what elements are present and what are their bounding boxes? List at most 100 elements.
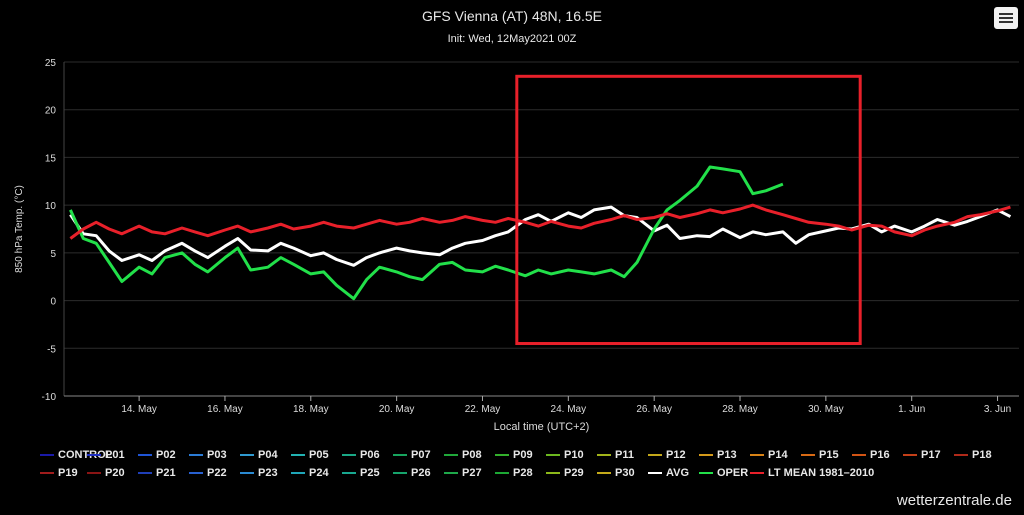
x-tick-label: 1. Jun — [898, 404, 925, 415]
y-tick-label: 15 — [45, 153, 57, 164]
legend-item[interactable]: P24 — [291, 466, 329, 480]
legend-item[interactable]: AVG — [648, 466, 689, 480]
legend-swatch — [342, 454, 356, 457]
legend-swatch — [393, 454, 407, 457]
legend-swatch — [444, 454, 458, 457]
legend-item[interactable]: P01 — [87, 448, 125, 462]
y-tick-label: 20 — [45, 106, 57, 117]
legend-item[interactable]: P06 — [342, 448, 380, 462]
legend-item[interactable]: P30 — [597, 466, 635, 480]
y-tick-label: -5 — [47, 344, 56, 355]
legend-label: P21 — [156, 467, 176, 479]
chart-subtitle: Init: Wed, 12May2021 00Z — [447, 33, 577, 45]
legend-swatch — [138, 472, 152, 475]
legend-label: LT MEAN 1981–2010 — [768, 467, 875, 479]
legend-swatch — [546, 472, 560, 475]
legend-item[interactable]: P03 — [189, 448, 227, 462]
legend-swatch — [393, 472, 407, 475]
legend-swatch — [342, 472, 356, 475]
x-axis-label: Local time (UTC+2) — [494, 421, 590, 433]
y-tick-label: 0 — [50, 297, 56, 308]
legend-item[interactable]: P13 — [699, 448, 737, 462]
legend-item[interactable]: P04 — [240, 448, 278, 462]
legend-label: P20 — [105, 467, 125, 479]
legend-label: P02 — [156, 449, 176, 461]
legend-label: P08 — [462, 449, 482, 461]
legend-label: P05 — [309, 449, 329, 461]
legend-item[interactable]: P20 — [87, 466, 125, 480]
legend-item[interactable]: P28 — [495, 466, 533, 480]
legend-swatch — [699, 472, 713, 475]
legend-swatch — [138, 454, 152, 457]
legend-swatch — [40, 472, 54, 475]
legend-item[interactable]: P10 — [546, 448, 584, 462]
y-tick-label: 25 — [45, 58, 57, 69]
legend-label: P22 — [207, 467, 227, 479]
legend-swatch — [40, 454, 54, 457]
legend-item[interactable]: P27 — [444, 466, 482, 480]
y-tick-label: 5 — [50, 249, 56, 260]
legend-label: P27 — [462, 467, 482, 479]
legend-label: P29 — [564, 467, 584, 479]
x-tick-label: 30. May — [808, 404, 844, 415]
y-axis-label: 850 hPa Temp. (°C) — [14, 185, 25, 273]
legend-swatch — [648, 454, 662, 457]
x-tick-label: 3. Jun — [984, 404, 1011, 415]
y-tick-label: -10 — [42, 392, 57, 403]
legend-item[interactable]: P02 — [138, 448, 176, 462]
series-line-lt-mean-1981-2010 — [69, 203, 1011, 240]
legend-label: P11 — [615, 449, 634, 461]
x-tick-label: 24. May — [551, 404, 587, 415]
legend-item[interactable]: P11 — [597, 448, 634, 462]
legend-swatch — [597, 472, 611, 475]
legend-item[interactable]: P14 — [750, 448, 788, 462]
hamburger-menu-icon[interactable] — [994, 7, 1018, 29]
legend-label: P25 — [360, 467, 380, 479]
legend-swatch — [495, 472, 509, 475]
x-tick-label: 22. May — [465, 404, 501, 415]
legend-item[interactable]: P19 — [40, 466, 78, 480]
legend-item[interactable]: P17 — [903, 448, 941, 462]
legend-label: P26 — [411, 467, 431, 479]
y-tick-label: 10 — [45, 201, 57, 212]
legend-item[interactable]: P23 — [240, 466, 278, 480]
legend-swatch — [801, 454, 815, 457]
legend-swatch — [291, 454, 305, 457]
legend-item[interactable]: P12 — [648, 448, 686, 462]
x-tick-label: 14. May — [121, 404, 157, 415]
legend-item[interactable]: P29 — [546, 466, 584, 480]
legend-item[interactable]: P25 — [342, 466, 380, 480]
legend-item[interactable]: P22 — [189, 466, 227, 480]
legend-label: AVG — [666, 467, 690, 479]
watermark: wetterzentrale.de — [896, 492, 1012, 509]
legend-label: P24 — [309, 467, 329, 479]
x-tick-label: 16. May — [207, 404, 243, 415]
legend-item[interactable]: P09 — [495, 448, 533, 462]
legend-item[interactable]: LT MEAN 1981–2010 — [750, 466, 874, 480]
legend-item[interactable]: P16 — [852, 448, 890, 462]
legend-item[interactable]: P15 — [801, 448, 839, 462]
legend-label: P10 — [564, 449, 584, 461]
legend-swatch — [240, 472, 254, 475]
legend-swatch — [597, 454, 611, 457]
legend-label: OPER — [717, 467, 749, 479]
legend-swatch — [444, 472, 458, 475]
legend-item[interactable]: P26 — [393, 466, 431, 480]
legend-item[interactable]: P18 — [954, 448, 992, 462]
legend-item[interactable]: OPER — [699, 466, 748, 480]
legend-item[interactable]: P07 — [393, 448, 431, 462]
legend-item[interactable]: P05 — [291, 448, 329, 462]
legend-label: P15 — [819, 449, 839, 461]
legend-item[interactable]: CONTROL — [40, 448, 112, 462]
legend-label: P03 — [207, 449, 227, 461]
legend-swatch — [903, 454, 917, 457]
legend-item[interactable]: P21 — [138, 466, 176, 480]
legend-label: P12 — [666, 449, 686, 461]
legend-label: P14 — [768, 449, 788, 461]
legend-swatch — [954, 454, 968, 457]
legend-label: P09 — [513, 449, 533, 461]
legend-label: P19 — [58, 467, 78, 479]
x-tick-label: 26. May — [636, 404, 672, 415]
legend-item[interactable]: P08 — [444, 448, 482, 462]
legend-label: P28 — [513, 467, 533, 479]
